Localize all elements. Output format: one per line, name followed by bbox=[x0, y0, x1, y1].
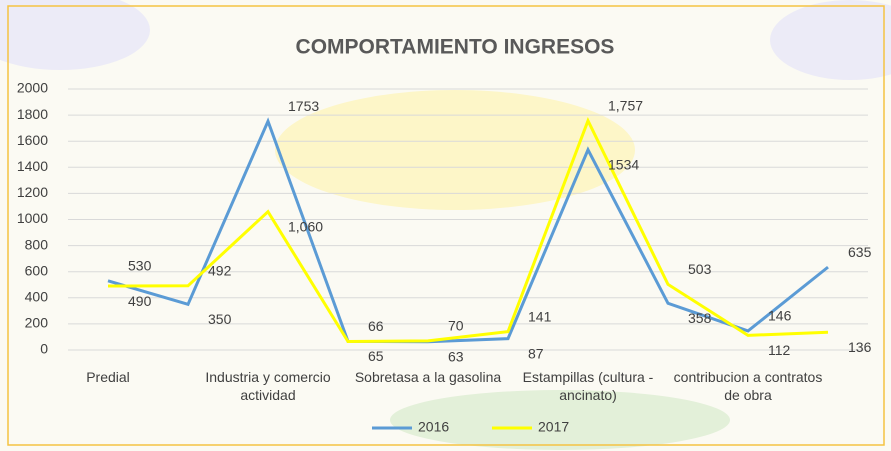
data-label: 492 bbox=[208, 262, 232, 278]
y-tick-label: 400 bbox=[25, 289, 49, 305]
data-label: 136 bbox=[848, 339, 872, 355]
y-tick-label: 800 bbox=[25, 236, 49, 252]
page: COMPORTAMIENTO INGRESOS 0 200 400 600 800 100… bbox=[0, 0, 891, 451]
data-label: 358 bbox=[688, 310, 712, 326]
x-tick-label: Industria y comercio actividad bbox=[193, 368, 343, 404]
y-tick-label: 200 bbox=[25, 315, 49, 331]
data-label: 70 bbox=[448, 318, 464, 334]
data-label: 1753 bbox=[288, 98, 319, 114]
data-label: 112 bbox=[768, 342, 791, 358]
y-tick-label: 1600 bbox=[17, 132, 48, 148]
y-tick-label: 1800 bbox=[17, 106, 48, 122]
data-label: 503 bbox=[688, 261, 712, 277]
data-label: 65 bbox=[368, 348, 384, 364]
x-tick-label: Sobretasa a la gasolina bbox=[353, 368, 503, 386]
y-tick-label: 1200 bbox=[17, 184, 48, 200]
x-tick-label: Predial bbox=[33, 368, 183, 386]
x-tick-label: Estampillas (cultura - ancinato) bbox=[513, 368, 663, 404]
data-label: 530 bbox=[128, 258, 152, 274]
data-label: 63 bbox=[448, 348, 464, 364]
data-label: 1,060 bbox=[288, 218, 323, 234]
data-label: 66 bbox=[368, 318, 384, 334]
data-label: 490 bbox=[128, 293, 152, 309]
legend-label: 2016 bbox=[418, 419, 449, 435]
chart-title: COMPORTAMIENTO INGRESOS bbox=[296, 36, 615, 59]
x-tick-label: contribucion a contratos de obra bbox=[673, 368, 823, 404]
data-label: 350 bbox=[208, 311, 232, 327]
data-label: 1534 bbox=[608, 157, 639, 173]
y-tick-label: 1400 bbox=[17, 158, 48, 174]
y-tick-label: 0 bbox=[40, 341, 48, 357]
y-tick-label: 1000 bbox=[17, 210, 48, 226]
y-tick-label: 2000 bbox=[17, 80, 48, 96]
background-decor bbox=[275, 90, 635, 210]
data-label: 635 bbox=[848, 244, 872, 260]
y-tick-label: 600 bbox=[25, 262, 49, 278]
legend-label: 2017 bbox=[538, 419, 569, 435]
data-label: 146 bbox=[768, 308, 792, 324]
data-label: 1,757 bbox=[608, 97, 643, 113]
data-label: 141 bbox=[528, 308, 552, 324]
data-label: 87 bbox=[528, 345, 544, 361]
